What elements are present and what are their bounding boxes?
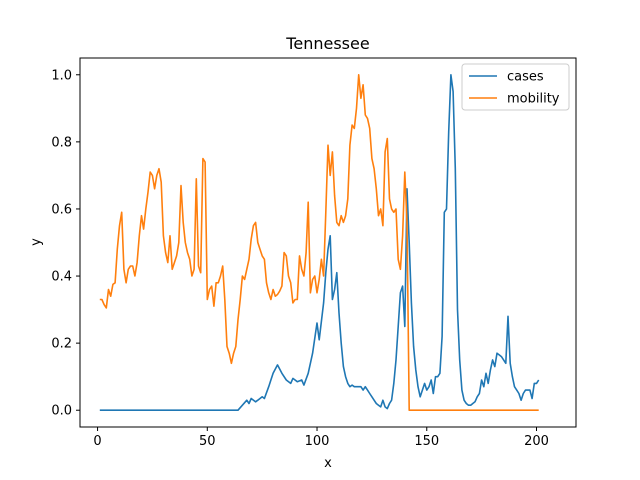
y-tick-label: 0.0 <box>51 404 72 419</box>
legend-label-cases: cases <box>507 70 544 85</box>
y-axis-label: y <box>29 238 44 246</box>
y-tick-label: 0.2 <box>51 337 72 352</box>
chart-title: Tennessee <box>285 34 369 53</box>
legend: cases mobility <box>461 63 570 111</box>
plot-lines <box>99 74 540 411</box>
x-axis: 0 50 100 150 200 <box>93 427 549 449</box>
mobility-line <box>99 74 539 411</box>
y-tick-label: 0.6 <box>51 202 72 217</box>
plot-frame <box>79 57 577 428</box>
y-tick-label: 1.0 <box>51 68 72 83</box>
y-axis: 0.0 0.2 0.4 0.6 0.8 1.0 <box>51 68 80 419</box>
cases-line <box>99 74 540 411</box>
x-axis-label: x <box>324 456 332 471</box>
x-tick-label: 200 <box>524 434 549 449</box>
y-tick-label: 0.4 <box>51 270 72 285</box>
x-tick-label: 50 <box>199 434 216 449</box>
x-tick-label: 0 <box>93 434 101 449</box>
y-tick-label: 0.8 <box>51 135 72 150</box>
legend-label-mobility: mobility <box>507 92 560 107</box>
x-tick-label: 100 <box>305 434 330 449</box>
x-tick-label: 150 <box>414 434 439 449</box>
